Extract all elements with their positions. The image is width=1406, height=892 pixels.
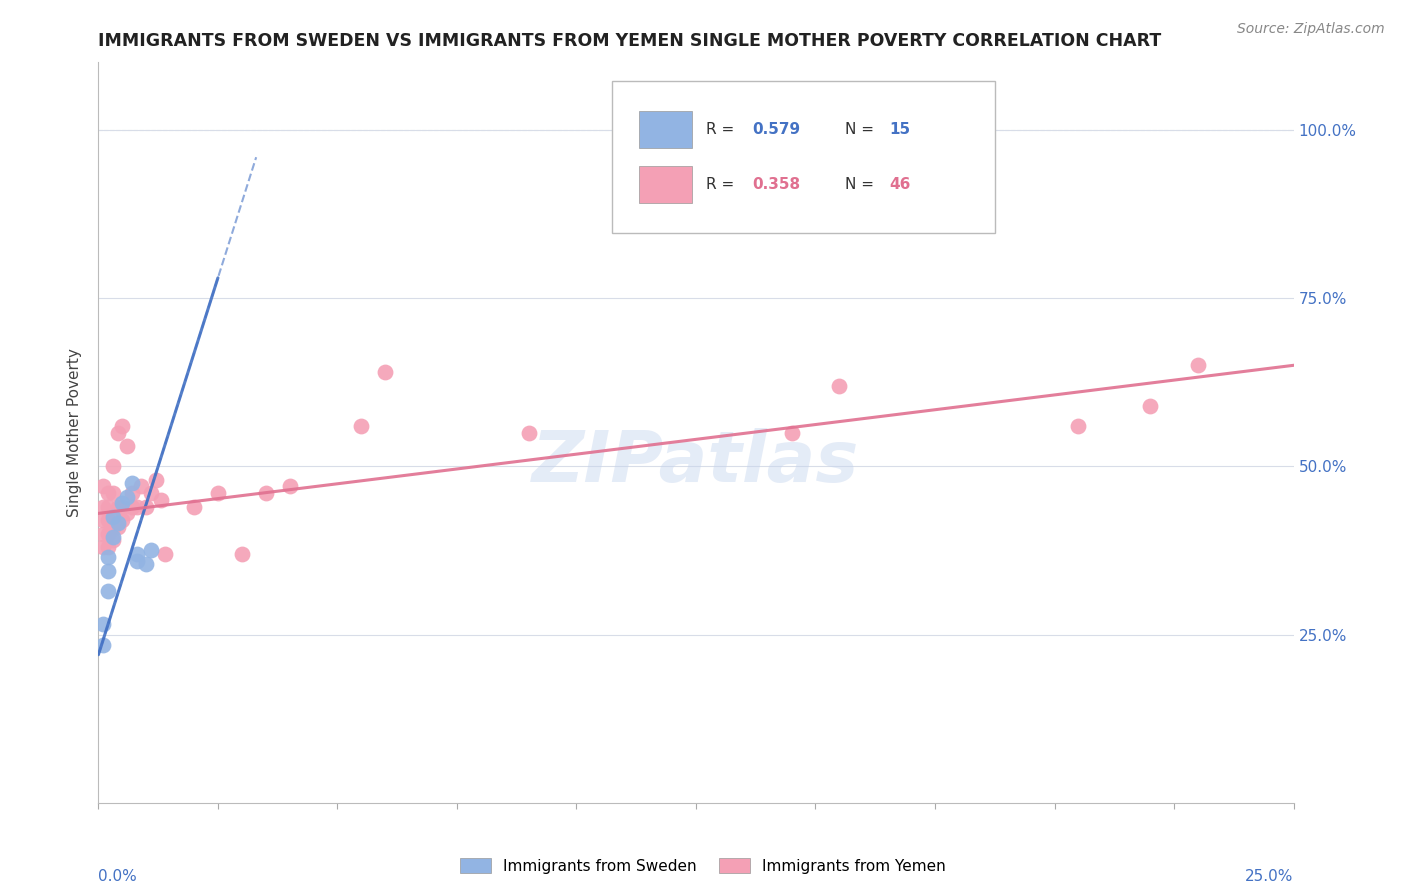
Point — [780, 425, 803, 440]
Text: 46: 46 — [890, 178, 911, 192]
Text: 0.579: 0.579 — [752, 121, 800, 136]
Point — [278, 479, 301, 493]
Point — [111, 513, 134, 527]
Point — [91, 617, 114, 632]
Point — [125, 553, 148, 567]
Point — [121, 500, 143, 514]
Point — [613, 211, 636, 225]
Point — [125, 547, 148, 561]
Point — [107, 425, 129, 440]
Point — [374, 365, 396, 379]
Y-axis label: Single Mother Poverty: Single Mother Poverty — [67, 348, 83, 517]
Text: 0.0%: 0.0% — [98, 870, 138, 885]
Point — [101, 486, 124, 500]
Point — [135, 557, 157, 571]
Point — [231, 547, 253, 561]
Point — [101, 459, 124, 474]
Point — [115, 439, 138, 453]
Point — [111, 500, 134, 514]
Point — [350, 418, 373, 433]
Legend: Immigrants from Sweden, Immigrants from Yemen: Immigrants from Sweden, Immigrants from … — [454, 852, 952, 880]
Point — [149, 492, 172, 507]
Point — [145, 473, 167, 487]
Point — [131, 479, 153, 493]
Point — [91, 638, 114, 652]
Point — [91, 526, 114, 541]
Point — [97, 500, 120, 514]
Text: 25.0%: 25.0% — [1246, 870, 1294, 885]
Point — [107, 516, 129, 531]
Text: N =: N = — [845, 121, 879, 136]
Point — [97, 513, 120, 527]
Point — [101, 509, 124, 524]
FancyBboxPatch shape — [638, 166, 692, 203]
Point — [97, 583, 120, 598]
Text: 0.358: 0.358 — [752, 178, 800, 192]
Point — [107, 520, 129, 534]
Point — [1187, 359, 1209, 373]
Point — [115, 507, 138, 521]
Point — [91, 500, 114, 514]
Point — [139, 543, 162, 558]
Point — [115, 490, 138, 504]
Point — [91, 479, 114, 493]
Text: 15: 15 — [890, 121, 911, 136]
Point — [1139, 399, 1161, 413]
Point — [139, 486, 162, 500]
Point — [97, 550, 120, 565]
Point — [1067, 418, 1090, 433]
Point — [107, 500, 129, 514]
Point — [155, 547, 177, 561]
Point — [91, 540, 114, 554]
Point — [121, 486, 143, 500]
Point — [254, 486, 277, 500]
Point — [101, 533, 124, 548]
FancyBboxPatch shape — [638, 111, 692, 147]
Point — [97, 486, 120, 500]
Text: R =: R = — [706, 178, 738, 192]
Point — [111, 418, 134, 433]
Point — [121, 476, 143, 491]
Point — [97, 540, 120, 554]
Point — [183, 500, 205, 514]
Point — [101, 530, 124, 544]
Point — [101, 507, 124, 521]
Text: R =: R = — [706, 121, 738, 136]
Text: Source: ZipAtlas.com: Source: ZipAtlas.com — [1237, 22, 1385, 37]
FancyBboxPatch shape — [613, 81, 995, 233]
Point — [111, 496, 134, 510]
Point — [207, 486, 229, 500]
Point — [125, 500, 148, 514]
Point — [828, 378, 851, 392]
Text: N =: N = — [845, 178, 879, 192]
Text: ZIPatlas: ZIPatlas — [533, 428, 859, 497]
Text: IMMIGRANTS FROM SWEDEN VS IMMIGRANTS FROM YEMEN SINGLE MOTHER POVERTY CORRELATIO: IMMIGRANTS FROM SWEDEN VS IMMIGRANTS FRO… — [98, 32, 1161, 50]
Point — [91, 513, 114, 527]
Point — [101, 520, 124, 534]
Point — [517, 425, 540, 440]
Point — [97, 526, 120, 541]
Point — [97, 564, 120, 578]
Point — [135, 500, 157, 514]
